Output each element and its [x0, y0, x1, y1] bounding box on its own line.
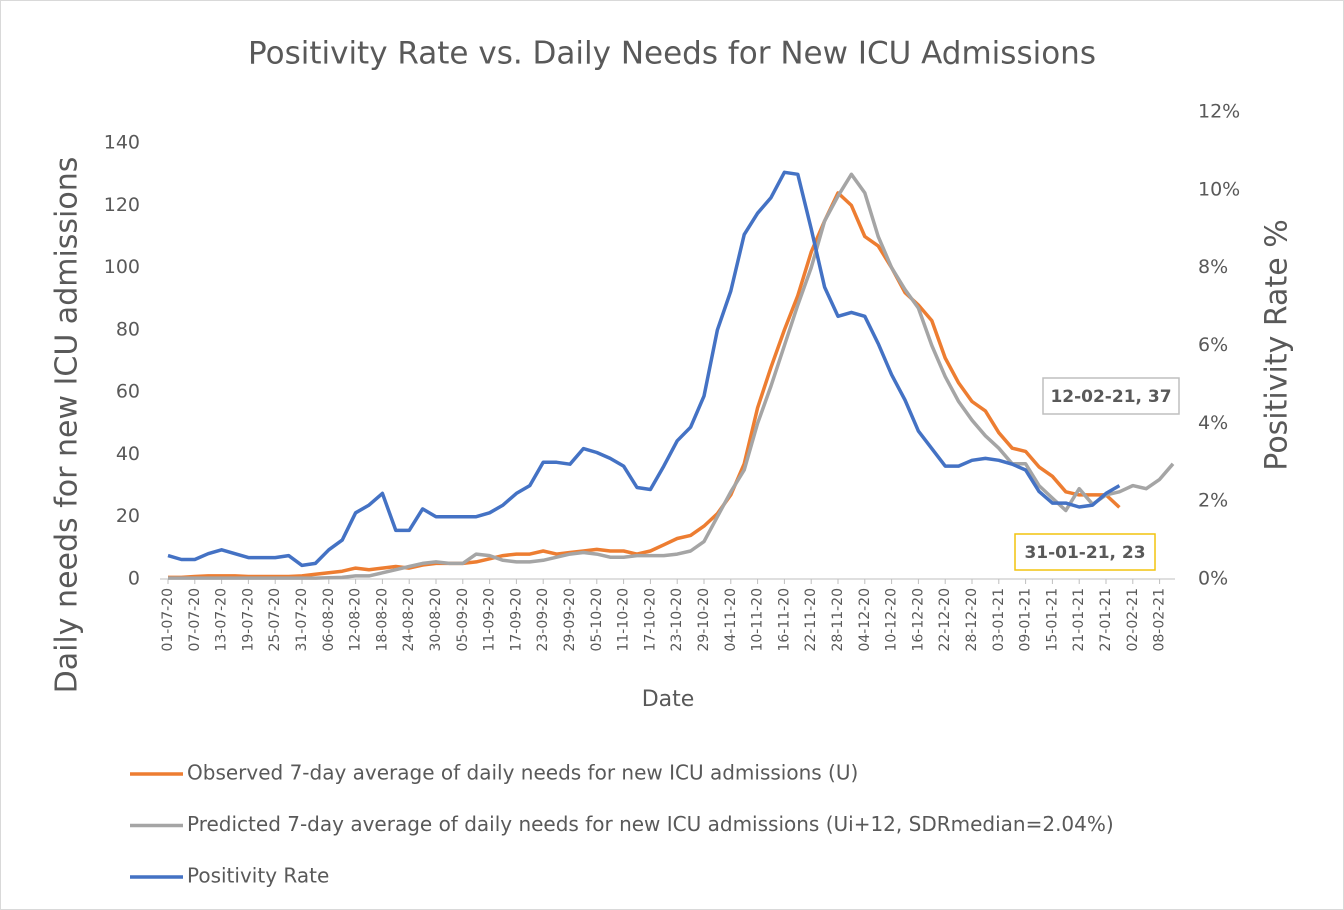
x-tick-label: 27-01-21	[1098, 588, 1114, 652]
annotation-label: 31-01-21, 23	[1024, 543, 1145, 563]
y2-tick-label: 2%	[1198, 490, 1228, 512]
y-tick-label: 0	[128, 568, 140, 590]
y-tick-label: 40	[116, 443, 140, 465]
legend-label: Predicted 7-day average of daily needs f…	[187, 812, 1114, 836]
x-tick-label: 22-12-20	[937, 588, 953, 652]
x-tick-label: 23-10-20	[669, 588, 685, 652]
x-axis-title: Date	[642, 687, 695, 712]
x-tick-label: 13-07-20	[214, 588, 230, 652]
x-tick-label: 30-08-20	[428, 588, 444, 652]
y2-tick-label: 8%	[1198, 256, 1228, 278]
x-tick-label: 24-08-20	[401, 588, 417, 652]
x-tick-label: 29-09-20	[562, 588, 578, 652]
y2-axis-title: Positivity Rate %	[1260, 219, 1295, 470]
y-tick-label: 20	[116, 505, 140, 527]
x-tick-label: 21-01-21	[1071, 588, 1087, 652]
x-tick-label: 19-07-20	[240, 588, 256, 652]
y2-tick-label: 12%	[1198, 101, 1240, 123]
x-tick-label: 11-10-20	[616, 588, 632, 652]
x-tick-label: 25-07-20	[267, 588, 283, 652]
x-tick-label: 16-12-20	[910, 588, 926, 652]
annotation-box	[1042, 377, 1180, 415]
y-tick-label: 80	[116, 318, 140, 340]
y2-tick-label: 6%	[1198, 334, 1228, 356]
chart-title: Positivity Rate vs. Daily Needs for New …	[248, 36, 1096, 72]
x-tick-label: 17-09-20	[508, 588, 524, 652]
x-tick-label: 22-11-20	[803, 588, 819, 652]
y-tick-label: 100	[104, 256, 140, 278]
y2-tick-label: 10%	[1198, 178, 1240, 200]
x-tick-label: 05-09-20	[455, 588, 471, 652]
x-tick-label: 04-12-20	[857, 588, 873, 652]
x-tick-label: 02-02-21	[1125, 588, 1141, 652]
legend-label: Positivity Rate	[187, 864, 329, 888]
y-axis-title: Daily needs for new ICU admissions	[50, 157, 85, 694]
x-tick-label: 06-08-20	[321, 588, 337, 652]
x-tick-label: 10-11-20	[750, 588, 766, 652]
x-tick-label: 08-02-21	[1152, 588, 1168, 652]
y2-tick-label: 0%	[1198, 568, 1228, 590]
x-tick-label: 11-09-20	[482, 588, 498, 652]
x-tick-label: 05-10-20	[589, 588, 605, 652]
legend-label: Observed 7-day average of daily needs fo…	[187, 761, 858, 785]
y-tick-label: 120	[104, 194, 140, 216]
x-tick-label: 09-01-21	[1018, 588, 1034, 652]
x-tick-label: 12-08-20	[348, 588, 364, 652]
series-line	[167, 170, 1121, 568]
x-tick-label: 03-01-21	[991, 588, 1007, 652]
series-line	[168, 191, 1121, 580]
annotation-label: 12-02-21, 37	[1050, 387, 1171, 407]
x-tick-label: 17-10-20	[642, 588, 658, 652]
series-line	[168, 172, 1175, 580]
y2-tick-label: 4%	[1198, 412, 1228, 434]
y-tick-label: 140	[104, 132, 140, 154]
x-tick-label: 16-11-20	[776, 588, 792, 652]
x-tick-label: 28-11-20	[830, 588, 846, 652]
x-tick-label: 15-01-21	[1044, 588, 1060, 652]
x-tick-label: 18-08-20	[374, 588, 390, 652]
x-tick-label: 23-09-20	[535, 588, 551, 652]
x-tick-label: 10-12-20	[884, 588, 900, 652]
x-tick-label: 07-07-20	[187, 588, 203, 652]
annotation-box	[1014, 533, 1156, 571]
x-tick-label: 29-10-20	[696, 588, 712, 652]
x-tick-label: 04-11-20	[723, 588, 739, 652]
y-tick-label: 60	[116, 381, 140, 403]
x-tick-label: 01-07-20	[160, 588, 176, 652]
x-tick-label: 31-07-20	[294, 588, 310, 652]
x-tick-label: 28-12-20	[964, 588, 980, 652]
